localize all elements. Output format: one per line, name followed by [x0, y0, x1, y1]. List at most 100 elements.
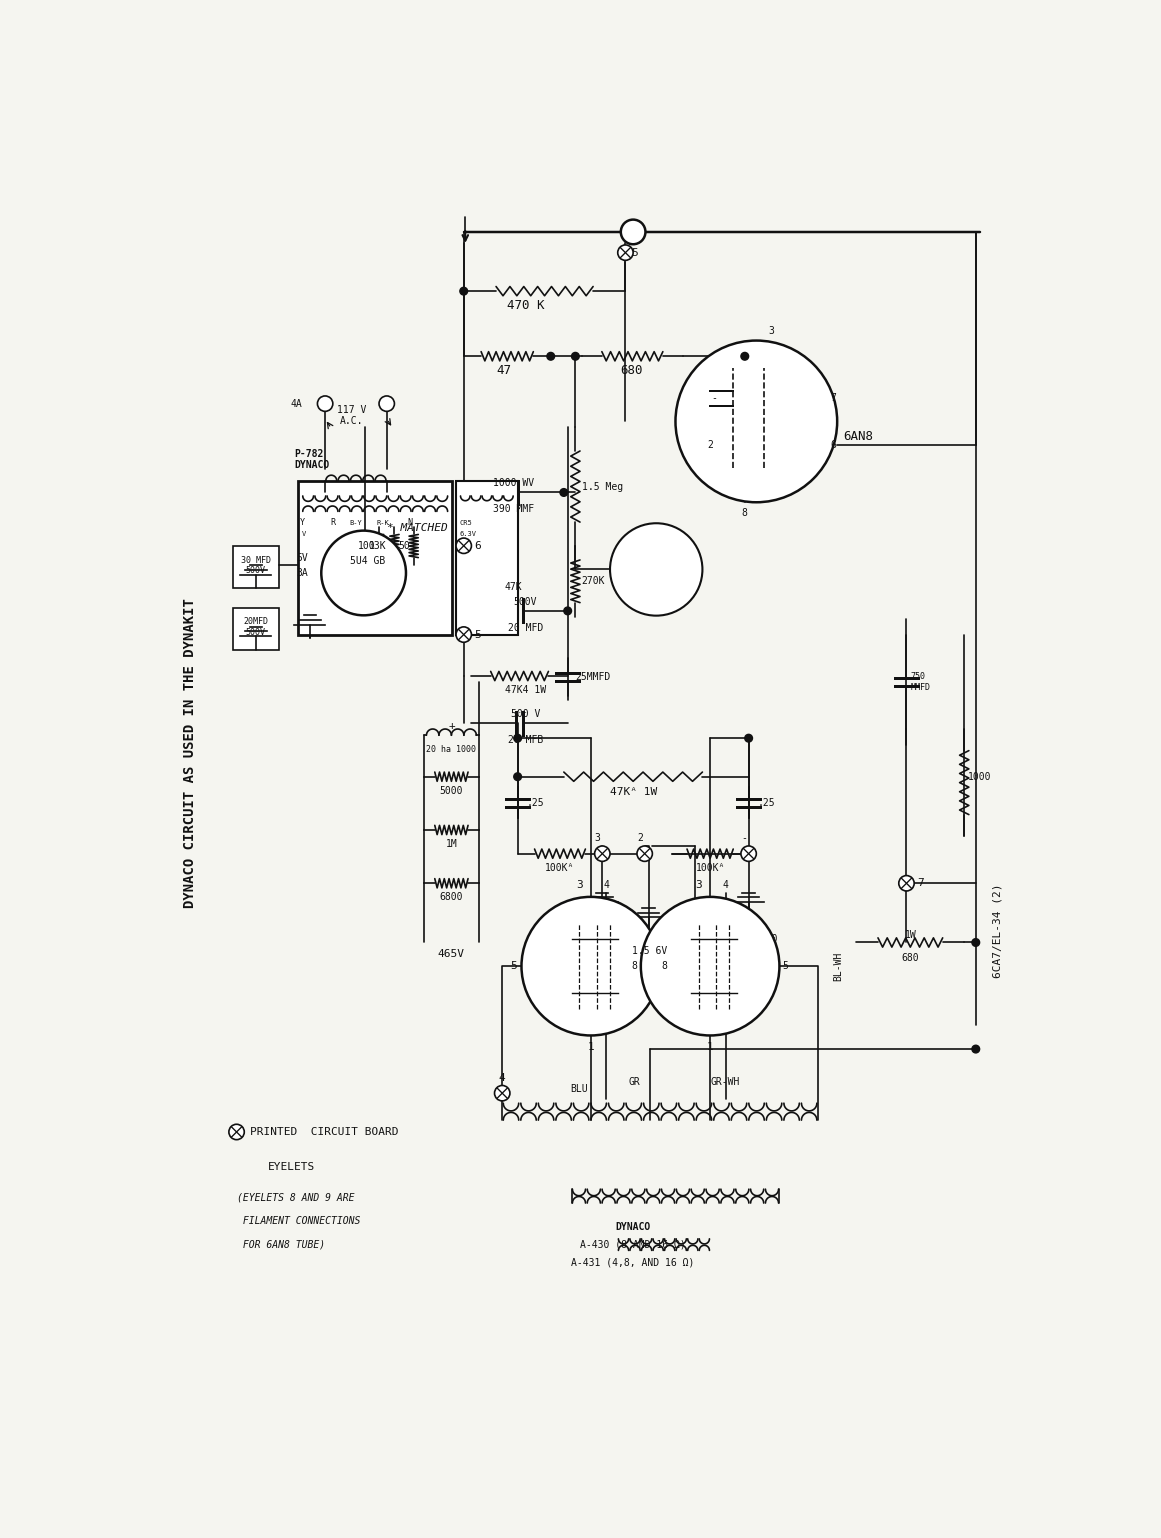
Text: R-K: R-K	[376, 520, 389, 526]
Text: FOR 6AN8 TUBE): FOR 6AN8 TUBE)	[237, 1240, 325, 1249]
Text: 20 MFB: 20 MFB	[507, 735, 543, 746]
Text: .25: .25	[758, 798, 776, 807]
Text: 6800: 6800	[440, 892, 463, 903]
Circle shape	[564, 608, 571, 615]
Text: 5000: 5000	[440, 786, 463, 795]
Text: 50V: 50V	[655, 946, 672, 955]
Text: 1: 1	[707, 1043, 714, 1052]
Text: 1W: 1W	[904, 930, 916, 940]
Text: 1000: 1000	[755, 934, 778, 944]
Text: 7: 7	[830, 394, 836, 403]
Text: 100Kᴬ: 100Kᴬ	[546, 863, 575, 872]
Text: 3: 3	[695, 880, 702, 891]
Text: 117 V
A.C.: 117 V A.C.	[338, 404, 367, 426]
Circle shape	[899, 875, 914, 891]
Text: 6AN8: 6AN8	[843, 431, 873, 443]
Text: 25MMFD: 25MMFD	[576, 672, 611, 683]
Text: 680: 680	[901, 954, 920, 963]
Text: 5: 5	[783, 961, 788, 970]
Circle shape	[514, 772, 521, 781]
Text: 100Kᴬ: 100Kᴬ	[695, 863, 724, 872]
Text: 47K: 47K	[505, 583, 522, 592]
Text: 30 MFD
500V: 30 MFD 500V	[240, 555, 271, 575]
Text: 8: 8	[742, 508, 748, 518]
Text: 1000: 1000	[968, 772, 991, 781]
Text: .25: .25	[527, 798, 545, 807]
Text: 2: 2	[707, 440, 713, 449]
Text: 1: 1	[587, 1043, 594, 1052]
Text: DYNACO: DYNACO	[295, 460, 330, 471]
Text: 3: 3	[576, 880, 583, 891]
Text: 1000 WV: 1000 WV	[493, 478, 534, 488]
Text: 6.3V: 6.3V	[460, 532, 477, 537]
Circle shape	[317, 395, 333, 411]
Text: B-Y: B-Y	[349, 520, 362, 526]
Text: 270K: 270K	[582, 577, 605, 586]
Circle shape	[495, 1086, 510, 1101]
Text: 5: 5	[632, 248, 639, 258]
Text: 470 K: 470 K	[506, 298, 545, 312]
Text: 6: 6	[475, 541, 482, 551]
Text: 3: 3	[594, 834, 600, 843]
Text: DYNACO: DYNACO	[615, 1221, 651, 1232]
Circle shape	[229, 1124, 244, 1140]
Circle shape	[972, 938, 980, 946]
Text: 20 ha 1000: 20 ha 1000	[426, 744, 476, 754]
Text: 20 MFD: 20 MFD	[507, 623, 543, 632]
Text: -: -	[741, 834, 747, 843]
Text: EYELETS: EYELETS	[267, 1163, 315, 1172]
Circle shape	[571, 352, 579, 360]
Text: R: R	[331, 518, 336, 528]
Text: 3A: 3A	[296, 568, 308, 578]
Text: * MATCHED: * MATCHED	[387, 523, 447, 534]
Text: 680: 680	[620, 363, 643, 377]
Circle shape	[460, 288, 468, 295]
Text: BLU: BLU	[570, 1084, 587, 1095]
Text: P-782: P-782	[295, 449, 324, 458]
Circle shape	[741, 352, 749, 360]
Text: 100: 100	[358, 541, 375, 551]
Text: 8: 8	[632, 961, 637, 970]
Text: -: -	[711, 394, 716, 403]
Circle shape	[637, 846, 652, 861]
Circle shape	[610, 523, 702, 615]
Text: 5: 5	[511, 961, 517, 970]
Circle shape	[322, 531, 406, 615]
Text: 390 MMF: 390 MMF	[493, 504, 534, 514]
Text: 7: 7	[917, 878, 924, 889]
Text: 465V: 465V	[438, 949, 464, 960]
Text: 750
MMFD: 750 MMFD	[910, 672, 930, 692]
Text: 50: 50	[398, 541, 410, 551]
Circle shape	[618, 245, 633, 260]
Text: 5U4 GB: 5U4 GB	[349, 557, 385, 566]
Circle shape	[676, 340, 837, 503]
Bar	[232, 546, 279, 589]
Text: 5: 5	[475, 629, 482, 640]
Text: BL-WH: BL-WH	[834, 952, 843, 981]
Circle shape	[972, 1046, 980, 1054]
Text: 3: 3	[769, 326, 774, 337]
Circle shape	[456, 538, 471, 554]
Text: 6CA7/EL-34 (2): 6CA7/EL-34 (2)	[993, 883, 1003, 978]
Text: Y: Y	[300, 518, 304, 528]
Text: 1.5 6V: 1.5 6V	[633, 946, 668, 955]
Circle shape	[547, 352, 555, 360]
Text: 20MFD
500V: 20MFD 500V	[244, 617, 268, 637]
Text: N: N	[408, 518, 412, 528]
Text: 1.5 Meg: 1.5 Meg	[582, 481, 622, 492]
Circle shape	[594, 846, 610, 861]
Text: 1000: 1000	[608, 934, 632, 944]
Text: 5V: 5V	[296, 552, 308, 563]
Text: 4: 4	[722, 880, 728, 891]
Text: +: +	[448, 721, 455, 731]
Text: 47: 47	[496, 363, 511, 377]
Text: 4: 4	[604, 880, 610, 891]
Circle shape	[741, 846, 756, 861]
Text: A-431 (4,8, AND 16 Ω): A-431 (4,8, AND 16 Ω)	[571, 1257, 694, 1267]
Text: 6: 6	[830, 440, 836, 449]
Bar	[298, 480, 452, 635]
Circle shape	[378, 395, 395, 411]
Bar	[456, 480, 518, 635]
Text: 13K: 13K	[369, 541, 387, 551]
Circle shape	[744, 734, 752, 741]
